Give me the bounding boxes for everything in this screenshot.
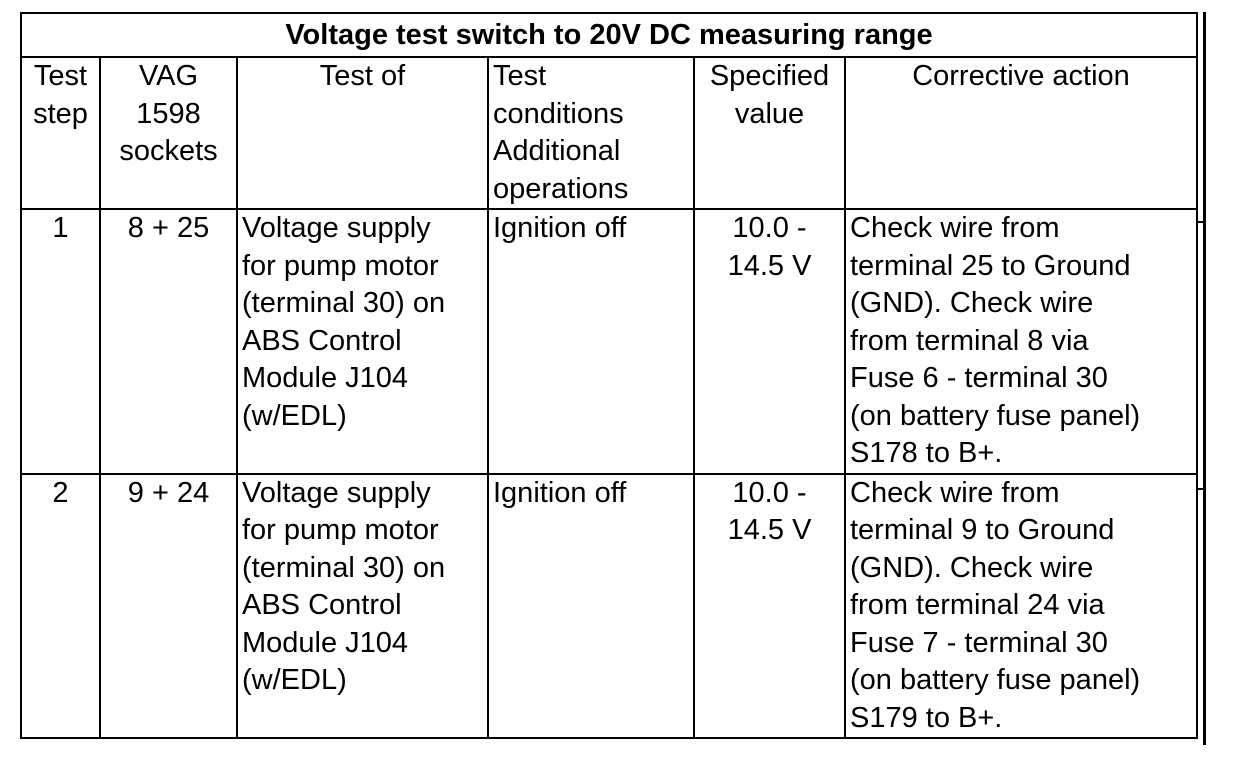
- header-label: VAG 1598 sockets: [119, 60, 218, 167]
- action-value: Check wire from terminal 25 to Ground (G…: [850, 212, 1141, 469]
- conditions-value: Ignition off: [493, 212, 627, 244]
- specified-value: 10.0 - 14.5 V: [727, 476, 812, 547]
- cell-action: Check wire from terminal 25 to Ground (G…: [843, 208, 1199, 475]
- cell-conditions: Ignition off: [487, 472, 695, 739]
- cell-step: 1: [20, 208, 101, 475]
- header-sockets: VAG 1598 sockets: [99, 56, 238, 210]
- header-test-step: Test step: [20, 56, 101, 210]
- header-label: Test step: [33, 60, 88, 130]
- action-value: Check wire from terminal 9 to Ground (GN…: [850, 476, 1141, 734]
- specified-value: 10.0 - 14.5 V: [727, 212, 812, 282]
- header-label: Test of: [319, 60, 406, 92]
- cell-step: 2: [20, 472, 101, 739]
- table-title: Voltage test switch to 20V DC measuring …: [19, 12, 1199, 58]
- sockets-value: 8 + 25: [127, 212, 210, 244]
- header-corrective-action: Corrective action: [843, 56, 1199, 210]
- table-row: 2 9 + 24 Voltage supply for pump motor (…: [20, 472, 1199, 739]
- table-row: 1 8 + 25 Voltage supply for pump motor (…: [20, 208, 1199, 475]
- test-of-value: Voltage supply for pump motor (terminal …: [242, 212, 446, 432]
- page-edge-line: [1203, 12, 1206, 745]
- cell-conditions: Ignition off: [487, 208, 695, 475]
- edge-tick: [1196, 488, 1206, 490]
- step-value: 2: [52, 476, 69, 509]
- conditions-value: Ignition off: [493, 476, 627, 509]
- edge-tick: [1196, 221, 1206, 223]
- header-label: Specified value: [709, 60, 830, 130]
- cell-test-of: Voltage supply for pump motor (terminal …: [236, 208, 489, 475]
- title-row: Voltage test switch to 20V DC measuring …: [19, 12, 1199, 58]
- cell-test-of: Voltage supply for pump motor (terminal …: [236, 472, 489, 739]
- voltage-test-table: Voltage test switch to 20V DC measuring …: [19, 12, 1199, 739]
- header-label: Test conditions Additional operations: [493, 60, 629, 205]
- sockets-value: 9 + 24: [127, 476, 210, 509]
- header-specified-value: Specified value: [693, 56, 846, 210]
- header-test-conditions: Test conditions Additional operations: [487, 56, 695, 210]
- header-label: Corrective action: [912, 60, 1130, 92]
- header-test-of: Test of: [236, 56, 489, 210]
- cell-action: Check wire from terminal 9 to Ground (GN…: [843, 472, 1199, 739]
- cell-specified: 10.0 - 14.5 V: [693, 472, 846, 739]
- cell-specified: 10.0 - 14.5 V: [693, 208, 846, 475]
- step-value: 1: [52, 212, 69, 244]
- cell-sockets: 9 + 24: [99, 472, 238, 739]
- test-of-value: Voltage supply for pump motor (terminal …: [242, 476, 446, 697]
- header-row: Test step VAG 1598 sockets Test of Test …: [20, 56, 1199, 210]
- cell-sockets: 8 + 25: [99, 208, 238, 475]
